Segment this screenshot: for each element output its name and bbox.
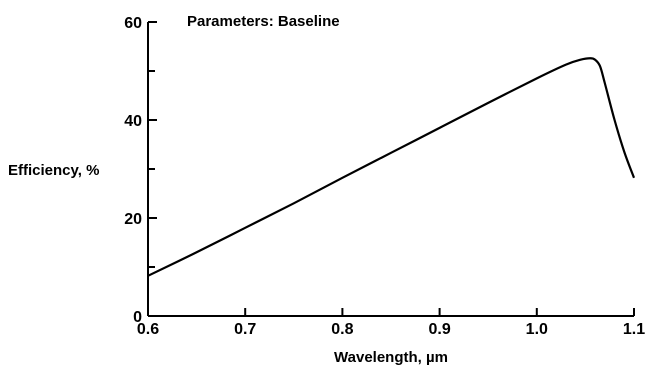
- x-tick-label: 1.1: [623, 321, 645, 338]
- y-tick-label: 60: [124, 15, 142, 32]
- y-axis-title: Efficiency, %: [8, 162, 99, 179]
- y-tick-label: 0: [133, 309, 142, 326]
- x-tick-label: 0.6: [137, 321, 159, 338]
- x-tick-label: 0.9: [428, 321, 450, 338]
- y-tick-label: 40: [124, 113, 142, 130]
- curve-layer: [147, 57, 636, 277]
- efficiency-curve-0: [147, 57, 636, 277]
- ticks: 0.6 0.7 0.8 0.9 1.0 1.1 0 20 40 60: [124, 15, 645, 338]
- y-tick-label: 20: [124, 211, 142, 228]
- x-tick-label: 1.0: [526, 321, 548, 338]
- x-tick-label: 0.8: [331, 321, 353, 338]
- x-axis-title: Wavelength, µm: [334, 349, 448, 366]
- x-tick-label: 0.7: [234, 321, 256, 338]
- chart-annotation: Parameters: Baseline: [187, 13, 340, 30]
